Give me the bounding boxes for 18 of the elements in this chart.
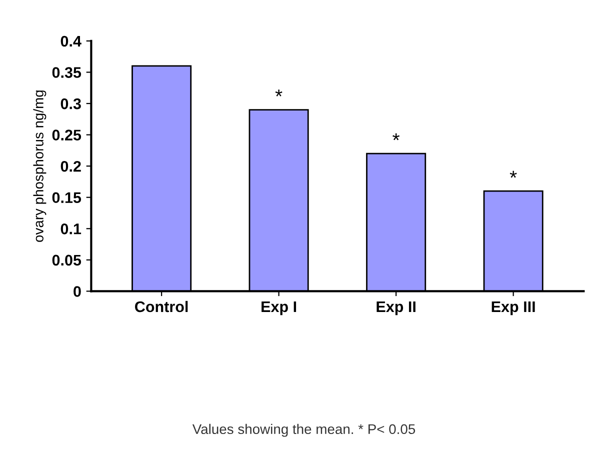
y-tick-label: 0.25 [52, 130, 82, 140]
annotation: * [275, 90, 282, 96]
x-tick-label: Exp II [376, 301, 416, 316]
y-tick-label: 0.05 [52, 254, 82, 266]
y-tick-label: 0.2 [60, 160, 81, 172]
y-tick-label: 0.3 [60, 98, 81, 110]
y-tick-label: 0.35 [52, 67, 82, 78]
y-tick-label: 0.4 [60, 36, 82, 47]
y-tick-label: 0 [74, 286, 81, 297]
annotation: * [392, 133, 400, 140]
y-axis-title: ovary phosphorus ng/mg [33, 90, 46, 242]
x-tick-label: Exp III [492, 301, 535, 316]
text: Values showing the mean. * P< 0.05 [192, 424, 416, 437]
annotation: * [510, 170, 517, 178]
x-tick-label: Exp I [262, 301, 296, 316]
y-tick-label: 0.1 [60, 224, 82, 234]
x-tick-label: Control [135, 300, 188, 312]
y-tick-label: 0.15 [52, 192, 82, 204]
